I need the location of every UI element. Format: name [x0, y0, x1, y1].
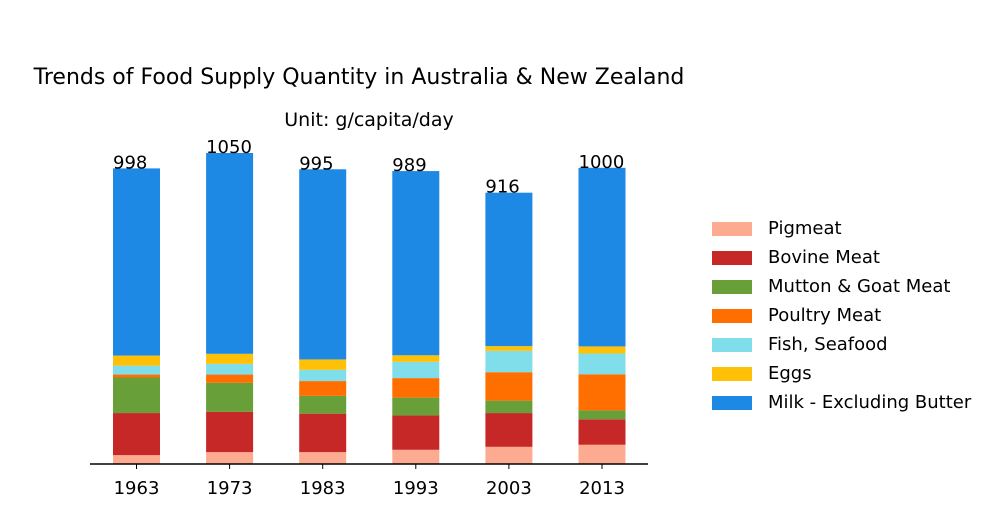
total-label: 989 — [392, 155, 426, 176]
bar-segment — [113, 365, 160, 375]
bar-segment — [206, 382, 254, 412]
bar-segment — [299, 369, 347, 382]
x-tick-label: 1993 — [393, 478, 439, 499]
bar-segment — [299, 381, 347, 396]
bar-segment — [392, 361, 440, 379]
x-tick-label: 2013 — [579, 478, 625, 499]
bar-segment — [299, 413, 347, 453]
bar-segment — [392, 449, 440, 464]
bar-segment — [578, 167, 626, 347]
total-label: 916 — [485, 177, 519, 198]
bar-segment — [206, 411, 254, 453]
bar-segment — [485, 400, 533, 414]
totals-group: 998 1050 995 989 916 1000 — [113, 137, 624, 198]
bar-segment — [392, 415, 440, 450]
bar-segment — [299, 395, 347, 414]
total-label: 995 — [299, 153, 333, 174]
legend-item: Pigmeat — [712, 214, 971, 243]
x-tick-label: 1973 — [207, 478, 253, 499]
total-label: 998 — [113, 152, 147, 173]
bar-segment — [485, 192, 533, 347]
legend-swatch — [712, 366, 752, 381]
bar-segment — [578, 374, 626, 411]
legend-item: Milk - Excluding Butter — [712, 388, 971, 417]
legend-item: Eggs — [712, 359, 971, 388]
legend-label: Milk - Excluding Butter — [768, 392, 972, 413]
bar-segment — [206, 153, 254, 354]
bar-segment — [485, 413, 533, 447]
bar-segment — [113, 455, 160, 464]
bar-segment — [485, 346, 533, 351]
bar-segment — [392, 397, 440, 416]
bar-segment — [485, 350, 533, 373]
legend-swatch — [712, 308, 752, 323]
legend-swatch — [712, 279, 752, 294]
bar-segment — [578, 346, 626, 354]
bar-segment — [206, 452, 254, 464]
bar-segment — [578, 353, 626, 375]
bar-segment — [392, 171, 440, 356]
x-ticks-group: 1963 1973 1983 1993 2003 2013 — [114, 464, 625, 499]
legend: Pigmeat Bovine Meat Mutton & Goat Meat Poul… — [712, 214, 971, 417]
bar-segment — [392, 355, 440, 362]
legend-label: Pigmeat — [768, 218, 842, 239]
legend-item: Fish, Seafood — [712, 330, 971, 359]
legend-label: Fish, Seafood — [768, 334, 888, 355]
legend-swatch — [712, 395, 752, 410]
chart-title: Trends of Food Supply Quantity in Austra… — [33, 65, 685, 90]
x-tick-label: 2003 — [486, 478, 532, 499]
bar-segment — [113, 413, 160, 456]
bars-group — [113, 153, 626, 464]
bar-segment — [578, 410, 626, 420]
legend-item: Poultry Meat — [712, 301, 971, 330]
legend-label: Bovine Meat — [768, 247, 880, 268]
x-tick-label: 1963 — [114, 478, 160, 499]
bar-segment — [113, 374, 160, 378]
bar-segment — [206, 353, 254, 364]
bar-segment — [485, 446, 533, 464]
legend-swatch — [712, 221, 752, 236]
bar-segment — [206, 374, 254, 383]
legend-label: Poultry Meat — [768, 305, 882, 326]
chart-subtitle: Unit: g/capita/day — [284, 109, 453, 131]
total-label: 1000 — [579, 152, 625, 173]
x-tick-label: 1983 — [300, 478, 346, 499]
bar-segment — [485, 372, 533, 401]
legend-swatch — [712, 250, 752, 265]
legend-swatch — [712, 337, 752, 352]
total-label: 1050 — [206, 137, 252, 158]
bar-segment — [578, 419, 626, 445]
bar-segment — [299, 359, 347, 370]
legend-item: Mutton & Goat Meat — [712, 272, 971, 301]
bar-segment — [206, 363, 254, 375]
bar-segment — [113, 355, 160, 366]
bar-segment — [299, 452, 347, 464]
bar-segment — [299, 169, 347, 360]
bar-segment — [578, 444, 626, 464]
legend-item: Bovine Meat — [712, 243, 971, 272]
legend-label: Mutton & Goat Meat — [768, 276, 951, 297]
legend-label: Eggs — [768, 363, 812, 384]
bar-segment — [113, 168, 160, 356]
bar-segment — [113, 377, 160, 414]
bar-segment — [392, 378, 440, 398]
